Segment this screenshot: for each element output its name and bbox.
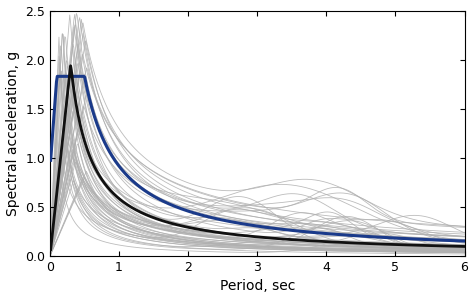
X-axis label: Period, sec: Period, sec	[219, 280, 295, 293]
Y-axis label: Spectral acceleration, g: Spectral acceleration, g	[6, 51, 19, 216]
